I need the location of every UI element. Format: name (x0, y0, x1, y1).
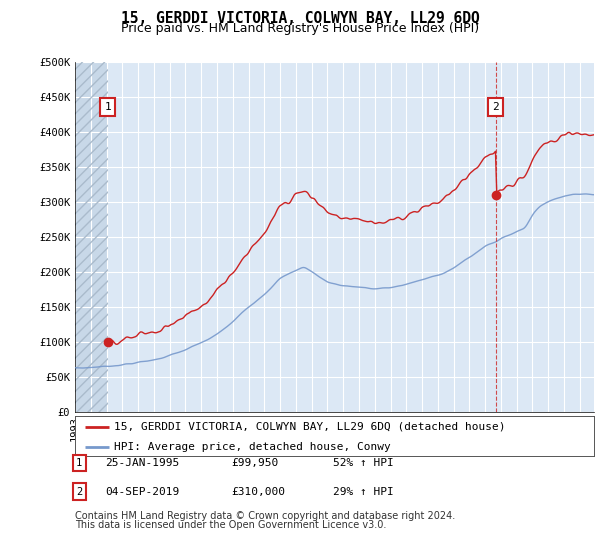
Text: 52% ↑ HPI: 52% ↑ HPI (333, 458, 394, 468)
Text: HPI: Average price, detached house, Conwy: HPI: Average price, detached house, Conw… (114, 442, 391, 452)
Text: 25-JAN-1995: 25-JAN-1995 (105, 458, 179, 468)
Text: 1: 1 (76, 458, 82, 468)
Text: 15, GERDDI VICTORIA, COLWYN BAY, LL29 6DQ: 15, GERDDI VICTORIA, COLWYN BAY, LL29 6D… (121, 11, 479, 26)
Text: 2: 2 (493, 102, 499, 112)
Text: This data is licensed under the Open Government Licence v3.0.: This data is licensed under the Open Gov… (75, 520, 386, 530)
Text: 15, GERDDI VICTORIA, COLWYN BAY, LL29 6DQ (detached house): 15, GERDDI VICTORIA, COLWYN BAY, LL29 6D… (114, 422, 505, 432)
Text: Price paid vs. HM Land Registry's House Price Index (HPI): Price paid vs. HM Land Registry's House … (121, 22, 479, 35)
Bar (75, 62, 107, 412)
Text: 04-SEP-2019: 04-SEP-2019 (105, 487, 179, 497)
Text: 1: 1 (104, 102, 111, 112)
Text: 2: 2 (76, 487, 82, 497)
Text: Contains HM Land Registry data © Crown copyright and database right 2024.: Contains HM Land Registry data © Crown c… (75, 511, 455, 521)
Text: £310,000: £310,000 (231, 487, 285, 497)
Text: £99,950: £99,950 (231, 458, 278, 468)
Text: 29% ↑ HPI: 29% ↑ HPI (333, 487, 394, 497)
